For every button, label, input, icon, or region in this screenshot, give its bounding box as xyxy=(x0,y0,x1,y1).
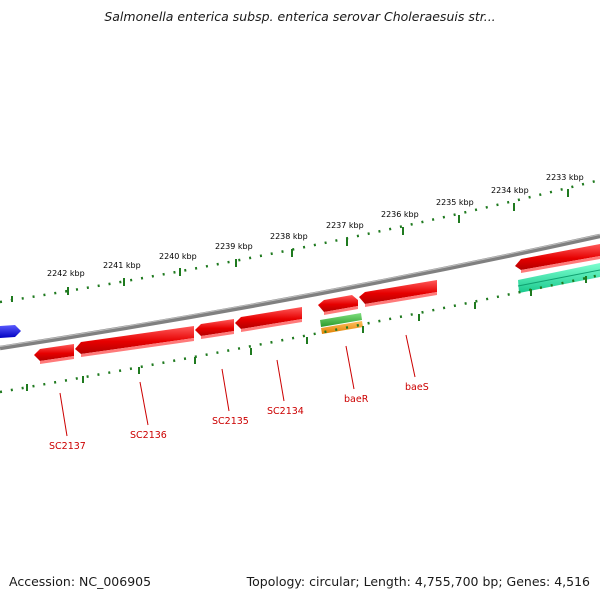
outer-scale-track xyxy=(0,178,600,304)
gene-baeR-arrow[interactable] xyxy=(318,295,358,315)
scale-label-2238: 2238 kbp xyxy=(270,232,308,241)
accession-text: Accession: NC_006905 xyxy=(9,574,152,589)
scale-label-2241: 2241 kbp xyxy=(103,261,141,270)
gene-SC2134-arrow[interactable] xyxy=(235,307,302,332)
scale-label-2235: 2235 kbp xyxy=(436,198,474,207)
gene-label-SC2134[interactable]: SC2134 xyxy=(267,406,304,417)
gene-SC2136-arrow[interactable] xyxy=(75,326,194,357)
gene-label-baeR[interactable]: baeR xyxy=(344,394,369,405)
gene-label-SC2136[interactable]: SC2136 xyxy=(130,430,167,441)
scale-label-2242: 2242 kbp xyxy=(47,269,85,278)
genome-backbone xyxy=(0,233,600,351)
scale-label-2237: 2237 kbp xyxy=(326,221,364,230)
gene-label-baeS[interactable]: baeS xyxy=(405,382,429,393)
genome-title: Salmonella enterica subsp. enterica sero… xyxy=(104,9,496,24)
gene-labels: SC2137 SC2136 SC2135 SC2134 baeR baeS xyxy=(49,382,429,452)
gene-label-SC2135[interactable]: SC2135 xyxy=(212,416,249,427)
gene-SC2135-arrow[interactable] xyxy=(195,319,234,339)
gene-red-right[interactable] xyxy=(515,244,600,273)
scale-label-2236: 2236 kbp xyxy=(381,210,419,219)
scale-label-2240: 2240 kbp xyxy=(159,252,197,261)
scale-label-2239: 2239 kbp xyxy=(215,242,253,251)
scale-label-2233: 2233 kbp xyxy=(546,173,584,182)
gene-baeR-feature-green[interactable] xyxy=(320,313,362,327)
gene-label-SC2137[interactable]: SC2137 xyxy=(49,441,86,452)
gene-baeS-arrow[interactable] xyxy=(359,280,437,307)
gene-baeR-feature-orange[interactable] xyxy=(321,321,363,334)
inner-scale-track xyxy=(0,273,600,394)
genome-summary-text: Topology: circular; Length: 4,755,700 bp… xyxy=(246,574,590,589)
gene-blue-left[interactable] xyxy=(0,325,21,338)
gene-teal-right[interactable] xyxy=(517,263,600,293)
gene-callouts xyxy=(59,334,416,437)
scale-label-2234: 2234 kbp xyxy=(491,186,529,195)
scale-labels: 2242 kbp 2241 kbp 2240 kbp 2239 kbp 2238… xyxy=(47,173,584,278)
gene-SC2137-arrow[interactable] xyxy=(34,344,74,364)
